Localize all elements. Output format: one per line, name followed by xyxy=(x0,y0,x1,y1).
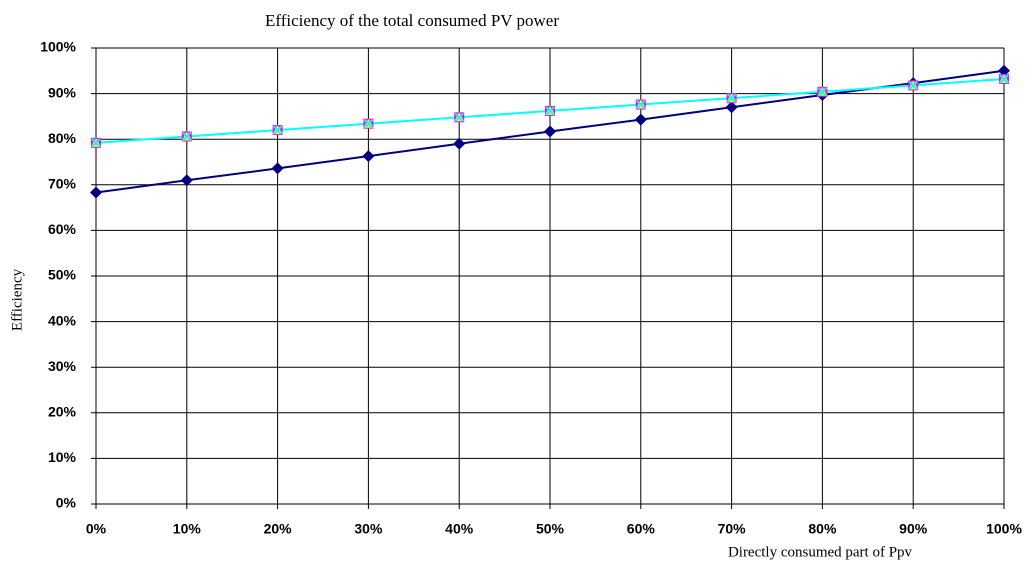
x-tick-label: 70% xyxy=(718,521,747,537)
x-tick-label: 40% xyxy=(445,521,474,537)
marker xyxy=(91,138,101,148)
y-tick-label: 40% xyxy=(48,312,77,328)
marker xyxy=(634,113,647,126)
marker xyxy=(362,150,375,163)
x-tick-label: 10% xyxy=(173,521,202,537)
marker xyxy=(454,112,464,123)
x-axis-label: Directly consumed part of Ppv xyxy=(728,544,913,560)
marker xyxy=(182,131,192,142)
x-tick-label: 50% xyxy=(536,521,565,537)
x-tick-label: 60% xyxy=(627,521,656,537)
x-tick-label: 100% xyxy=(986,521,1022,537)
y-tick-label: 80% xyxy=(48,130,77,146)
marker xyxy=(817,87,828,97)
y-axis-label: Efficiency xyxy=(9,268,25,331)
x-tick-label: 0% xyxy=(86,521,107,537)
y-tick-label: 20% xyxy=(48,404,77,420)
marker xyxy=(726,93,737,103)
y-tick-label: 90% xyxy=(48,84,77,100)
marker xyxy=(180,174,193,187)
x-tick-label: 30% xyxy=(354,521,383,537)
x-tick-label: 80% xyxy=(808,521,837,537)
marker xyxy=(998,64,1010,77)
marker xyxy=(90,186,102,199)
y-tick-label: 0% xyxy=(56,495,77,511)
marker xyxy=(908,80,918,91)
marker xyxy=(999,74,1009,84)
y-tick-label: 50% xyxy=(48,267,77,283)
marker xyxy=(544,125,556,138)
x-tick-label: 20% xyxy=(264,521,293,537)
marker xyxy=(271,162,284,175)
y-tick-label: 70% xyxy=(48,176,77,192)
marker xyxy=(453,137,466,150)
x-tick-label: 90% xyxy=(899,521,928,537)
marker xyxy=(272,125,283,135)
marker xyxy=(363,118,374,129)
chart-title: Efficiency of the total consumed PV powe… xyxy=(265,11,559,30)
y-tick-label: 30% xyxy=(48,358,77,374)
marker xyxy=(636,99,646,110)
marker xyxy=(545,106,555,116)
y-tick-label: 100% xyxy=(40,39,76,55)
y-tick-label: 10% xyxy=(48,449,77,465)
y-tick-label: 60% xyxy=(48,221,77,237)
marker xyxy=(725,101,738,114)
